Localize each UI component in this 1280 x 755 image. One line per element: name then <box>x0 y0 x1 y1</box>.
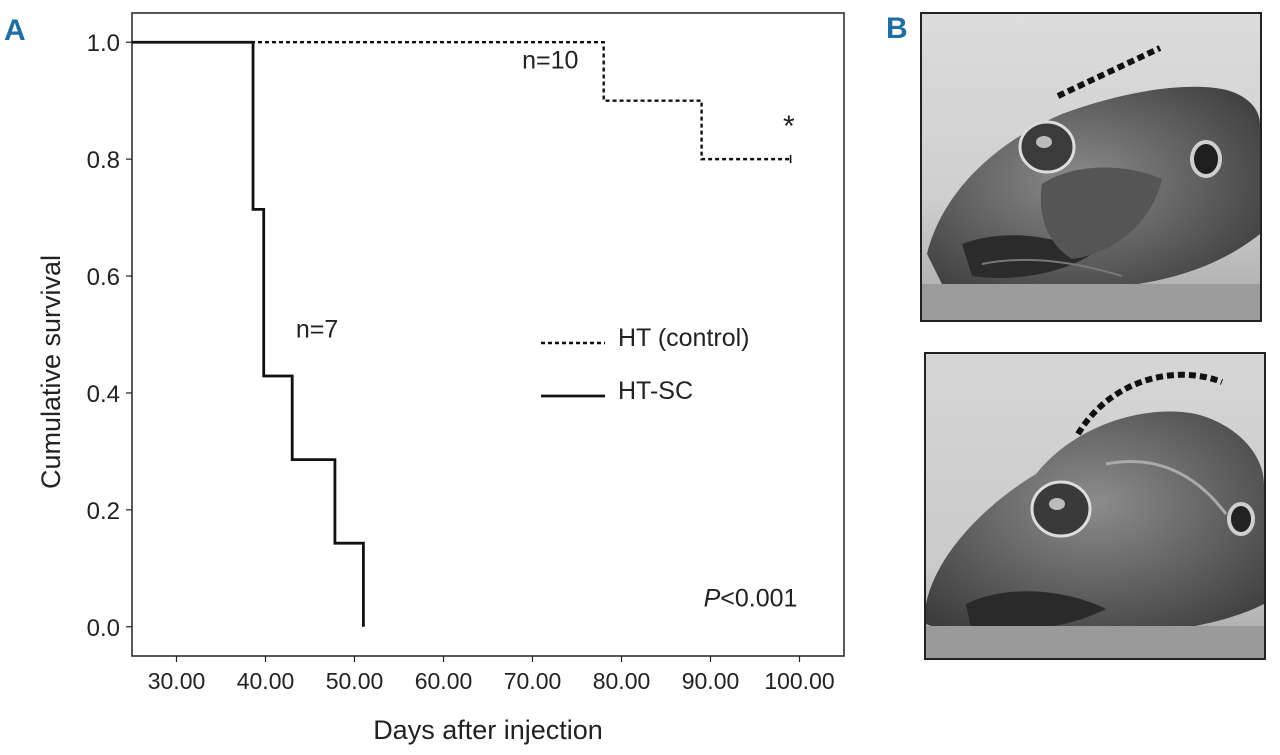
x-tick-label: 80.00 <box>593 668 651 694</box>
x-tick-label: 90.00 <box>682 668 740 694</box>
x-tick-label: 40.00 <box>237 668 295 694</box>
photo-flat-head-profile <box>920 12 1262 322</box>
panel-label-a: A <box>4 14 26 47</box>
annotation-label: n=10 <box>522 47 578 75</box>
y-tick-label: 0.4 <box>87 381 120 408</box>
head-outline-dashed-line <box>1056 45 1162 99</box>
survival-chart: 30.00 40.00 50.00 60.00 70.00 80.00 90.00 100.0… <box>36 12 845 745</box>
annotation-label: * <box>783 110 795 143</box>
series-layer <box>132 40 792 627</box>
photo-domed-head-profile <box>924 352 1266 660</box>
annotation-label: n=7 <box>296 315 338 343</box>
x-tick-label: 70.00 <box>504 668 562 694</box>
legend-label: HT (control) <box>618 324 750 352</box>
y-tick-label: 0.2 <box>87 498 120 525</box>
y-tick-label: 1.0 <box>87 30 120 57</box>
x-tick-label: 60.00 <box>415 668 473 694</box>
x-tick-label: 30.00 <box>148 668 206 694</box>
head-outline-dashed-arc <box>1075 371 1224 436</box>
x-tick-label: 50.00 <box>326 668 384 694</box>
chart-annotations: n=10 n=7 * P<0.001 <box>296 47 798 613</box>
annotation-label: P<0.001 <box>704 584 798 612</box>
legend-label: HT-SC <box>618 377 693 405</box>
y-axis-ticks: 0.0 0.2 0.4 0.6 0.8 1.0 <box>87 30 132 642</box>
chart-legend: HT (control) HT-SC <box>541 324 750 405</box>
x-axis-ticks: 30.00 40.00 50.00 60.00 70.00 80.00 90.00 100.0… <box>148 656 835 694</box>
y-tick-label: 0.8 <box>87 147 120 174</box>
series-line-ht-sc <box>132 40 365 627</box>
y-tick-label: 0.0 <box>87 615 120 642</box>
x-tick-label: 100.00 <box>764 668 834 694</box>
series-line-ht-control <box>132 41 791 161</box>
y-tick-label: 0.6 <box>87 264 120 291</box>
plot-area-frame <box>131 12 845 657</box>
panel-label-b: B <box>886 12 908 45</box>
y-axis-label: Cumulative survival <box>36 255 66 489</box>
x-axis-label: Days after injection <box>373 715 603 745</box>
